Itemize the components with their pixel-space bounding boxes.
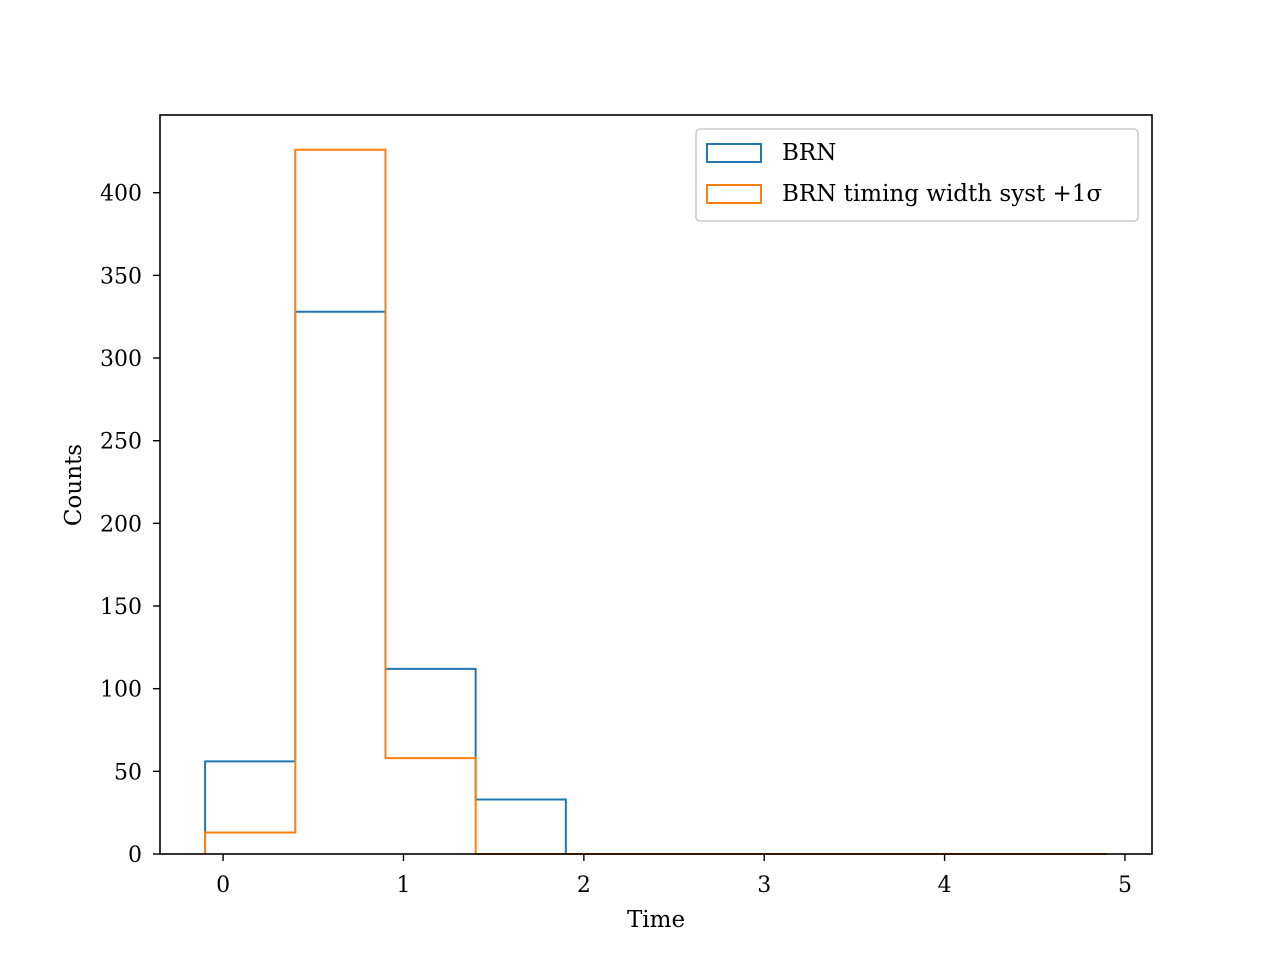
x-axis-label: Time (627, 907, 685, 933)
y-tick-label: 200 (100, 512, 142, 537)
histogram-bar (205, 833, 295, 854)
x-tick-label: 4 (938, 873, 952, 898)
legend-box (695, 128, 1139, 222)
y-tick-label: 50 (114, 760, 142, 785)
histogram-bar (476, 799, 566, 854)
x-tick-label: 2 (577, 873, 591, 898)
y-tick-label: 150 (100, 595, 142, 620)
x-tick-label: 1 (396, 873, 410, 898)
plot-frame (159, 114, 1153, 855)
plot-area (160, 115, 1152, 854)
x-tick-label: 3 (757, 873, 771, 898)
y-tick-label: 350 (100, 264, 142, 289)
histogram-bar (385, 758, 475, 854)
x-tick-label: 0 (216, 873, 230, 898)
legend-label-brn-timing-width-syst: BRN timing width syst +1σ (782, 181, 1102, 207)
legend: BRN BRN timing width syst +1σ (695, 128, 1139, 222)
y-tick-label: 0 (128, 843, 142, 868)
x-tick-label: 5 (1118, 873, 1132, 898)
y-axis-label: Counts (61, 444, 87, 526)
legend-swatch-brn-timing-width-syst (706, 184, 762, 204)
legend-label-brn: BRN (782, 140, 836, 166)
y-tick-label: 100 (100, 678, 142, 703)
y-tick-label: 300 (100, 347, 142, 372)
y-tick-label: 400 (100, 182, 142, 207)
legend-swatch-brn (706, 143, 762, 163)
histogram-bar (295, 150, 385, 854)
y-tick-label: 250 (100, 430, 142, 455)
